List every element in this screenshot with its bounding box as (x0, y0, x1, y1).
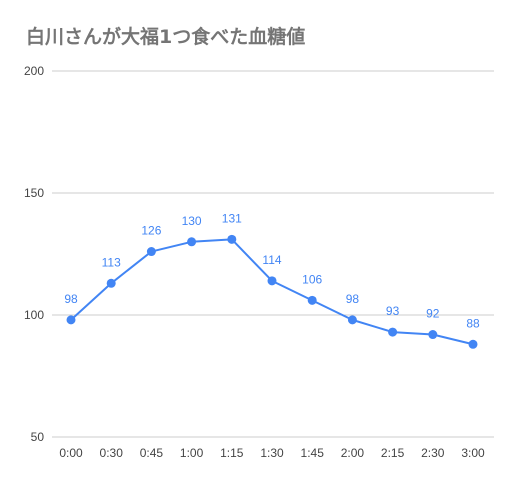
data-label: 130 (182, 214, 202, 228)
data-label: 93 (386, 304, 400, 318)
x-tick-label: 1:30 (260, 446, 284, 460)
data-label: 114 (262, 253, 281, 267)
chart-title: 白川さんが大福1つ食べた血糖値 (26, 26, 306, 48)
data-point (267, 276, 277, 286)
x-tick-label: 1:00 (180, 446, 204, 460)
data-label: 98 (346, 292, 360, 306)
x-tick-label: 1:45 (301, 446, 325, 460)
data-label: 131 (222, 211, 242, 225)
data-label: 106 (302, 272, 322, 286)
series-layer (66, 234, 478, 349)
y-tick-label: 150 (24, 186, 44, 200)
data-point (227, 234, 237, 244)
data-point (66, 315, 76, 325)
x-tick-label: 0:30 (100, 446, 124, 460)
x-tick-label: 1:15 (220, 446, 244, 460)
data-point (307, 295, 317, 305)
x-tick-label: 0:00 (59, 446, 83, 460)
x-axis-ticks: 0:00 0:30 0:45 1:00 1:15 1:30 1:45 2:00 2:15 2:30… (59, 446, 485, 460)
data-point (106, 278, 116, 288)
data-point (146, 247, 156, 257)
x-tick-label: 3:00 (461, 446, 485, 460)
data-point (468, 339, 478, 349)
x-tick-label: 2:15 (381, 446, 405, 460)
y-axis-ticks: 50 100 150 200 (24, 64, 44, 444)
data-point (428, 330, 438, 340)
y-tick-label: 100 (24, 308, 44, 322)
data-label: 88 (466, 316, 480, 330)
data-label: 126 (141, 224, 161, 238)
y-tick-label: 200 (24, 64, 44, 78)
data-label: 92 (426, 307, 440, 321)
data-point (388, 327, 398, 337)
x-tick-label: 0:45 (140, 446, 164, 460)
data-label: 98 (64, 292, 78, 306)
gridlines (52, 70, 494, 438)
data-label: 113 (102, 255, 121, 269)
y-tick-label: 50 (31, 430, 45, 444)
data-point (347, 315, 357, 325)
x-tick-label: 2:00 (341, 446, 365, 460)
x-tick-label: 2:30 (421, 446, 445, 460)
data-point (187, 237, 197, 247)
data-labels: 98 113 126 130 131 114 106 98 93 92 88 (64, 211, 480, 330)
